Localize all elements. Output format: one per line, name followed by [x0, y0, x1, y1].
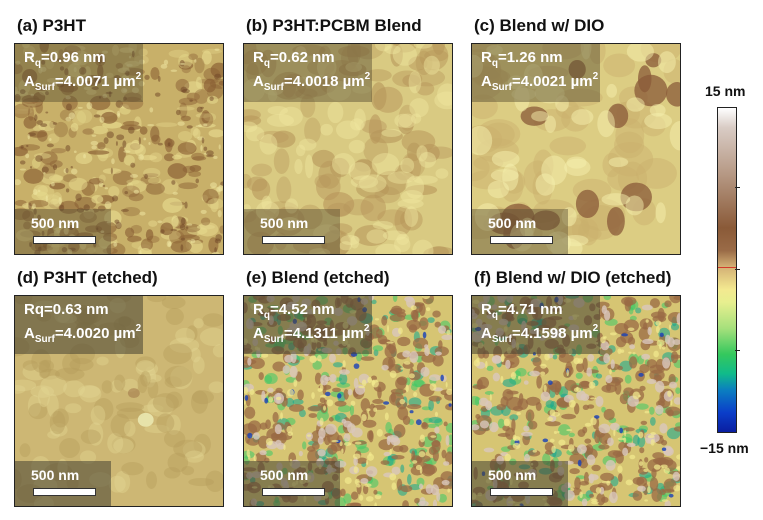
- afm-height-map: [244, 44, 452, 254]
- rq-value: Rq=1.26 nm: [481, 49, 563, 69]
- surface-area-value: ASurf=4.0021 µm2: [481, 71, 599, 93]
- roughness-info-box: Rq=0.63 nm ASurf=4.0020 µm2: [15, 296, 143, 354]
- surface-area-value: ASurf=4.1598 µm2: [481, 323, 599, 345]
- colorbar-tick: [735, 269, 740, 270]
- rq-value: Rq=0.62 nm: [253, 49, 335, 69]
- colorbar-tick: [735, 187, 740, 188]
- rq-value: Rq=0.63 nm: [24, 301, 109, 318]
- scale-bar: [490, 236, 553, 244]
- afm-height-map: [15, 44, 223, 254]
- afm-panel-d: Rq=0.63 nm ASurf=4.0020 µm2 500 nm: [14, 295, 224, 507]
- scale-bar-label: 500 nm: [488, 215, 537, 231]
- height-colorbar: [717, 107, 737, 433]
- scale-bar-label: 500 nm: [488, 467, 537, 483]
- scale-bar: [262, 488, 325, 496]
- roughness-info-box: Rq=4.52 nm ASurf=4.1311 µm2: [244, 296, 372, 354]
- scale-bar-box: 500 nm: [15, 461, 111, 506]
- rq-value: Rq=0.96 nm: [24, 49, 106, 69]
- surface-area-value: ASurf=4.1311 µm2: [253, 323, 370, 345]
- rq-value: Rq=4.71 nm: [481, 301, 563, 321]
- scale-bar-label: 500 nm: [31, 215, 80, 231]
- colorbar-min-label: −15 nm: [700, 440, 749, 456]
- afm-panel-a: Rq=0.96 nm ASurf=4.0071 µm2 500 nm: [14, 43, 224, 255]
- scale-bar-box: 500 nm: [15, 209, 111, 254]
- surface-area-value: ASurf=4.0020 µm2: [24, 323, 142, 345]
- scale-bar: [262, 236, 325, 244]
- colorbar-zero-line: [718, 266, 736, 268]
- scale-bar-box: 500 nm: [244, 209, 340, 254]
- panel-c-title: (c) Blend w/ DIO: [474, 16, 605, 35]
- scale-bar-label: 500 nm: [260, 215, 309, 231]
- scale-bar-label: 500 nm: [260, 467, 309, 483]
- scale-bar-box: 500 nm: [472, 209, 568, 254]
- scale-bar: [490, 488, 553, 496]
- panel-e-title: (e) Blend (etched): [246, 268, 390, 287]
- colorbar-tick: [735, 350, 740, 351]
- afm-panel-f: Rq=4.71 nm ASurf=4.1598 µm2 500 nm: [471, 295, 681, 507]
- afm-panel-e: Rq=4.52 nm ASurf=4.1311 µm2 500 nm: [243, 295, 453, 507]
- surface-area-value: ASurf=4.0071 µm2: [24, 71, 142, 93]
- roughness-info-box: Rq=0.96 nm ASurf=4.0071 µm2: [15, 44, 143, 102]
- roughness-info-box: Rq=4.71 nm ASurf=4.1598 µm2: [472, 296, 600, 354]
- scale-bar-box: 500 nm: [244, 461, 340, 506]
- panel-a-title: (a) P3HT: [17, 16, 86, 35]
- colorbar-max-label: 15 nm: [705, 83, 746, 99]
- scale-bar: [33, 236, 96, 244]
- scale-bar-label: 500 nm: [31, 467, 80, 483]
- panel-b-title: (b) P3HT:PCBM Blend: [246, 16, 422, 35]
- afm-panel-b: Rq=0.62 nm ASurf=4.0018 µm2 500 nm: [243, 43, 453, 255]
- afm-panel-c: Rq=1.26 nm ASurf=4.0021 µm2 500 nm: [471, 43, 681, 255]
- roughness-info-box: Rq=0.62 nm ASurf=4.0018 µm2: [244, 44, 372, 102]
- panel-f-title: (f) Blend w/ DIO (etched): [474, 268, 672, 287]
- surface-area-value: ASurf=4.0018 µm2: [253, 71, 371, 93]
- afm-height-map: [472, 44, 680, 254]
- roughness-info-box: Rq=1.26 nm ASurf=4.0021 µm2: [472, 44, 600, 102]
- panel-d-title: (d) P3HT (etched): [17, 268, 158, 287]
- rq-value: Rq=4.52 nm: [253, 301, 335, 321]
- scale-bar-box: 500 nm: [472, 461, 568, 506]
- scale-bar: [33, 488, 96, 496]
